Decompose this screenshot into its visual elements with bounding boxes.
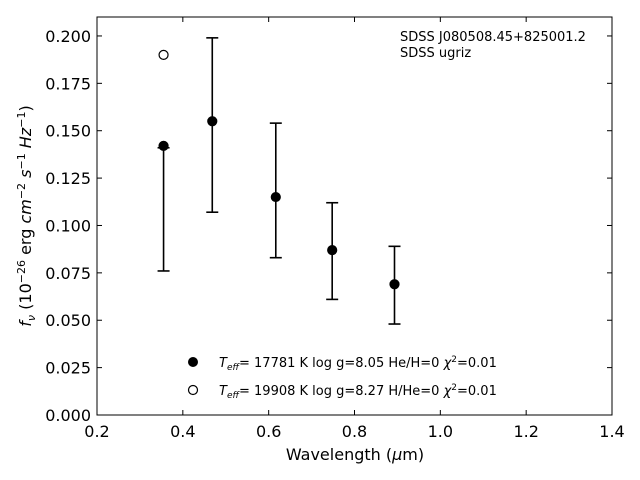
y-tick-label: 0.050: [45, 311, 91, 330]
data-markers: [158, 49, 400, 290]
photometry-annotation: SDSS ugriz: [400, 46, 471, 61]
legend-entry-2: Teff= 19908 K log g=8.27 H/He=0 χ2=0.01: [219, 383, 497, 401]
x-tick-label: 0.2: [84, 422, 109, 441]
y-tick-label: 0.175: [45, 74, 91, 93]
object-name-annotation: SDSS J080508.45+825001.2: [400, 30, 586, 45]
model-point-open: [158, 49, 169, 61]
y-tick-label: 0.125: [45, 169, 91, 188]
y-tick-label: 0.000: [45, 406, 91, 425]
model-point-filled: [389, 279, 400, 290]
legend: Teff= 17781 K log g=8.05 He/H=0 χ2=0.01 …: [187, 355, 497, 401]
x-tick-label: 0.6: [256, 422, 281, 441]
y-tick-label: 0.025: [45, 359, 91, 378]
legend-marker-filled: [188, 357, 198, 367]
y-tick-label: 0.075: [45, 264, 91, 283]
model-point-filled: [207, 116, 218, 127]
model-point-filled: [158, 140, 169, 151]
x-tick-label: 1.2: [513, 422, 538, 441]
y-tick-label: 0.150: [45, 122, 91, 141]
y-axis-label: fν (10−26 erg cm−2 s−1 Hz−1): [15, 105, 38, 326]
x-tick-label: 1.4: [599, 422, 624, 441]
y-tick-label: 0.200: [45, 27, 91, 46]
legend-entry-1: Teff= 17781 K log g=8.05 He/H=0 χ2=0.01: [219, 355, 497, 373]
x-axis-label: Wavelength (μm): [286, 445, 424, 464]
y-tick-label: 0.100: [45, 216, 91, 235]
x-axis-ticks: 0.2 0.4 0.6 0.8 1.0 1.2 1.4: [84, 17, 625, 441]
legend-marker-open: [187, 384, 199, 396]
x-tick-label: 0.4: [170, 422, 195, 441]
x-tick-label: 0.8: [342, 422, 367, 441]
model-point-filled: [327, 245, 338, 256]
model-point-filled: [270, 191, 281, 203]
y-axis-ticks: 0.000 0.025 0.050 0.075 0.100 0.125 0.150 0.175…: [45, 27, 612, 425]
x-tick-label: 1.0: [428, 422, 453, 441]
error-bars: [157, 37, 401, 325]
